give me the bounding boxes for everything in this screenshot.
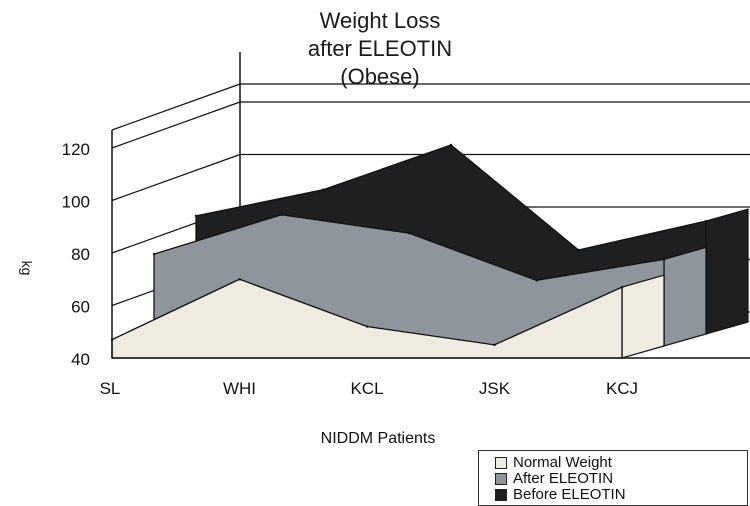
data-point-whi xyxy=(280,213,283,216)
legend-swatch-after-eleotin xyxy=(495,473,507,485)
y-tick-label-120: 120 xyxy=(62,140,90,159)
series-side-face xyxy=(663,246,707,347)
legend-label-normal-weight: Normal Weight xyxy=(513,454,612,471)
data-point-kcj xyxy=(620,285,624,289)
series-side-face xyxy=(621,274,665,359)
series-normal-weight xyxy=(110,274,665,359)
legend-swatch-normal-weight xyxy=(495,457,507,469)
x-axis-label: NIDDM Patients xyxy=(321,430,436,447)
gridline-side-top xyxy=(111,83,241,131)
legend-item-after-eleotin: After ELEOTIN xyxy=(495,470,614,487)
y-tick-label-60: 60 xyxy=(71,298,90,317)
legend-item-normal-weight: Normal Weight xyxy=(495,454,612,471)
y-tick-label-40: 40 xyxy=(71,350,90,369)
legend-label-before-eleotin: Before ELEOTIN xyxy=(513,486,626,503)
legend-label-after-eleotin: After ELEOTIN xyxy=(513,470,614,487)
data-point-sl xyxy=(152,252,156,256)
chart-title-line-3: (Obese) xyxy=(340,64,420,89)
axes: 40 60 80 100 120 SL WHI KCL JSK KCJ kg NIDDM Patien… xyxy=(19,130,750,447)
legend-swatch-before-eleotin xyxy=(495,489,507,501)
x-tick-label-whi: WHI xyxy=(223,379,256,398)
gridline-side-120 xyxy=(111,101,241,149)
data-point-jsk xyxy=(493,343,496,347)
data-point-sl xyxy=(194,214,198,218)
data-point-kcl xyxy=(407,231,411,235)
data-point-jsk xyxy=(535,279,538,282)
data-point-kcl xyxy=(365,325,369,328)
series-areas xyxy=(110,143,749,359)
series-side-face xyxy=(705,208,749,335)
x-tick-label-jsk: JSK xyxy=(479,379,511,398)
data-point-whi xyxy=(238,278,241,281)
gridline-side-100 xyxy=(111,153,241,202)
legend-item-before-eleotin: Before ELEOTIN xyxy=(495,486,626,503)
y-tick-label-80: 80 xyxy=(71,245,90,264)
x-tick-label-kcl: KCL xyxy=(350,379,383,398)
data-point-kcj xyxy=(662,258,666,261)
data-point-whi xyxy=(322,188,325,191)
data-point-kcl xyxy=(449,143,453,147)
chart-title-line-1: Weight Loss xyxy=(319,8,441,33)
chart-title-line-2: after ELEOTIN xyxy=(307,36,453,61)
data-point-kcj xyxy=(704,219,708,223)
data-point-jsk xyxy=(577,248,580,252)
chart-legend: Normal Weight After ELEOTIN Before ELEOT… xyxy=(478,450,748,506)
y-tick-label-100: 100 xyxy=(62,193,90,212)
x-tick-label-kcj: KCJ xyxy=(606,379,638,398)
x-tick-label-sl: SL xyxy=(100,379,121,398)
y-axis-label: kg xyxy=(19,261,35,276)
